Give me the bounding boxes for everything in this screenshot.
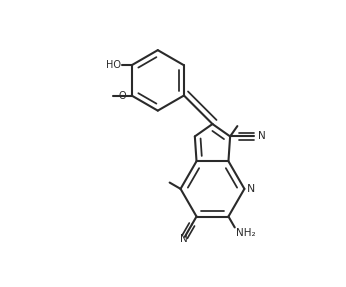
Text: N: N [180, 234, 188, 244]
Text: NH₂: NH₂ [236, 228, 256, 238]
Text: N: N [247, 184, 255, 194]
Text: HO: HO [106, 60, 121, 70]
Text: N: N [257, 131, 265, 141]
Text: O: O [119, 90, 126, 100]
